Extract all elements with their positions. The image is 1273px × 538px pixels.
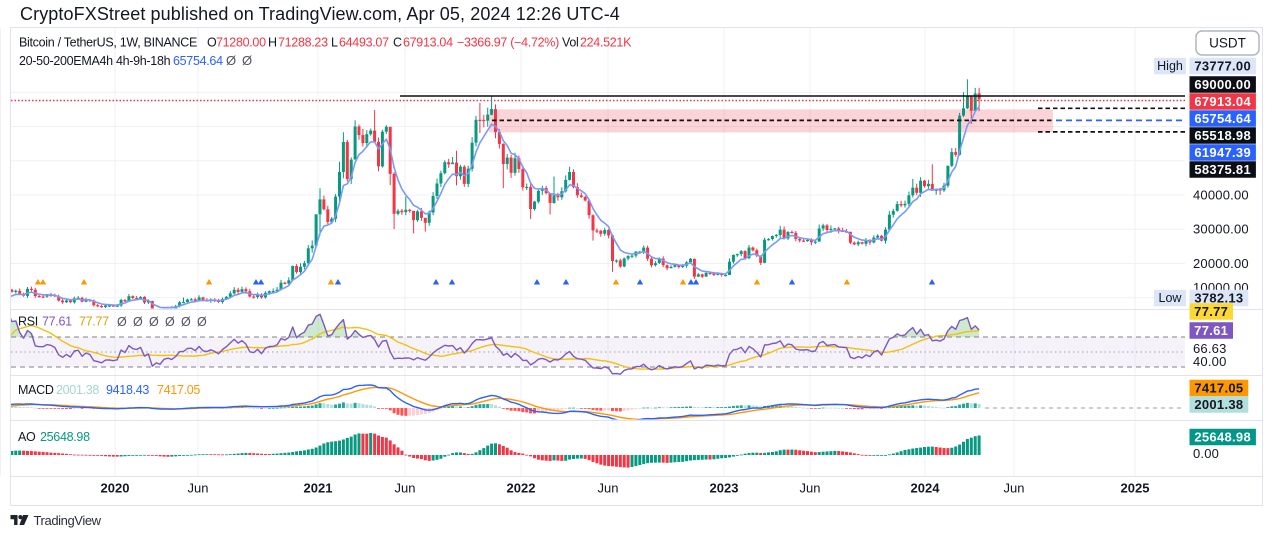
- svg-text:65754.64: 65754.64: [1194, 111, 1251, 126]
- svg-text:Ø: Ø: [165, 315, 175, 329]
- svg-text:20000.00: 20000.00: [1193, 256, 1249, 271]
- svg-text:77.77: 77.77: [1194, 304, 1228, 319]
- svg-text:Ø: Ø: [226, 53, 236, 68]
- svg-text:20-50-200EMA4h 4h-9h-18h: 20-50-200EMA4h 4h-9h-18h: [19, 54, 171, 68]
- svg-text:224.521K: 224.521K: [580, 36, 632, 50]
- svg-text:0.00: 0.00: [1193, 446, 1219, 461]
- svg-text:77.61: 77.61: [42, 315, 72, 329]
- svg-text:66.63: 66.63: [1193, 341, 1227, 356]
- svg-text:Jun: Jun: [800, 481, 821, 496]
- svg-text:73777.00: 73777.00: [1194, 58, 1251, 73]
- svg-text:Jun: Jun: [598, 481, 619, 496]
- svg-text:77.77: 77.77: [79, 315, 109, 329]
- svg-text:O: O: [207, 36, 217, 50]
- svg-text:71280.00: 71280.00: [216, 36, 266, 50]
- svg-text:2001.38: 2001.38: [1194, 397, 1243, 412]
- svg-text:MACD: MACD: [18, 383, 54, 397]
- svg-text:58375.81: 58375.81: [1194, 162, 1251, 177]
- svg-text:2020: 2020: [101, 481, 130, 496]
- svg-text:Jun: Jun: [1004, 481, 1025, 496]
- svg-text:Ø: Ø: [133, 315, 143, 329]
- svg-text:67913.04: 67913.04: [403, 36, 453, 50]
- svg-text:USDT: USDT: [1209, 36, 1246, 51]
- svg-text:Jun: Jun: [188, 481, 209, 496]
- svg-text:Bitcoin / TetherUS, 1W, BINANC: Bitcoin / TetherUS, 1W, BINANCE: [19, 36, 197, 50]
- svg-text:71288.23: 71288.23: [278, 36, 328, 50]
- svg-text:2023: 2023: [710, 481, 739, 496]
- svg-text:L: L: [331, 36, 338, 50]
- svg-text:65518.98: 65518.98: [1194, 128, 1251, 143]
- svg-text:61947.39: 61947.39: [1194, 145, 1251, 160]
- svg-text:RSI: RSI: [18, 315, 38, 329]
- svg-text:7417.05: 7417.05: [1194, 380, 1243, 395]
- svg-text:H: H: [268, 36, 277, 50]
- svg-text:TradingView: TradingView: [34, 513, 102, 528]
- svg-text:Ø: Ø: [242, 53, 252, 68]
- svg-text:64493.07: 64493.07: [339, 36, 389, 50]
- svg-text:Ø: Ø: [181, 315, 191, 329]
- svg-text:25648.98: 25648.98: [1194, 429, 1251, 444]
- svg-text:Vol: Vol: [562, 36, 578, 50]
- svg-text:−3366.97 (−4.72%): −3366.97 (−4.72%): [457, 36, 559, 50]
- svg-text:40000.00: 40000.00: [1193, 187, 1249, 202]
- svg-text:9418.43: 9418.43: [106, 383, 149, 397]
- svg-text:2021: 2021: [304, 481, 333, 496]
- svg-text:CryptoFXStreet published on Tr: CryptoFXStreet published on TradingView.…: [20, 4, 620, 24]
- svg-text:Ø: Ø: [117, 315, 127, 329]
- svg-text:Jun: Jun: [395, 481, 416, 496]
- svg-text:Low: Low: [1159, 291, 1183, 305]
- svg-text:67913.04: 67913.04: [1194, 94, 1251, 109]
- svg-text:25648.98: 25648.98: [40, 430, 90, 444]
- svg-text:69000.00: 69000.00: [1194, 77, 1251, 92]
- svg-text:77.61: 77.61: [1194, 323, 1228, 338]
- svg-text:AO: AO: [18, 430, 36, 444]
- svg-text:2024: 2024: [911, 481, 941, 496]
- svg-text:40.00: 40.00: [1193, 354, 1227, 369]
- svg-text:65754.64: 65754.64: [173, 54, 223, 68]
- svg-text:High: High: [1157, 59, 1183, 73]
- svg-text:7417.05: 7417.05: [157, 383, 200, 397]
- svg-text:30000.00: 30000.00: [1193, 222, 1249, 237]
- svg-text:3782.13: 3782.13: [1194, 290, 1243, 305]
- svg-text:Ø: Ø: [149, 315, 159, 329]
- svg-text:2025: 2025: [1121, 481, 1150, 496]
- svg-text:Ø: Ø: [197, 315, 207, 329]
- svg-text:C: C: [393, 36, 402, 50]
- svg-text:2022: 2022: [507, 481, 536, 496]
- svg-text:2001.38: 2001.38: [56, 383, 99, 397]
